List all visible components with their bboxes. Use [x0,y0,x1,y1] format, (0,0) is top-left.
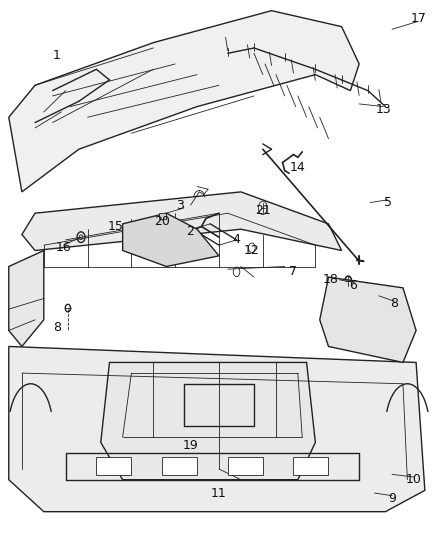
Polygon shape [9,11,359,192]
Text: 3: 3 [176,199,184,212]
Text: 16: 16 [56,241,71,254]
Text: 17: 17 [410,12,426,25]
Polygon shape [159,213,166,219]
Text: 21: 21 [255,204,271,217]
Text: 14: 14 [290,161,306,174]
Polygon shape [162,457,197,475]
Polygon shape [320,277,416,362]
Text: 4: 4 [233,233,240,246]
Text: 8: 8 [53,321,61,334]
Text: 5: 5 [384,196,392,209]
Text: 13: 13 [375,103,391,116]
Text: 1: 1 [53,50,61,62]
Text: 10: 10 [406,473,422,486]
Text: 2: 2 [187,225,194,238]
Polygon shape [9,251,44,346]
Polygon shape [228,457,263,475]
Text: 19: 19 [183,439,198,451]
Polygon shape [101,362,315,480]
Polygon shape [9,346,425,512]
Text: 8: 8 [390,297,398,310]
Text: 12: 12 [244,244,260,257]
Polygon shape [22,192,342,251]
Text: 11: 11 [211,487,227,499]
Text: 7: 7 [290,265,297,278]
Text: 15: 15 [108,220,124,233]
Text: 20: 20 [154,215,170,228]
Polygon shape [123,213,219,266]
Text: 18: 18 [323,273,339,286]
Text: 9: 9 [388,492,396,505]
Polygon shape [293,457,328,475]
Polygon shape [96,457,131,475]
Text: 6: 6 [349,279,357,292]
